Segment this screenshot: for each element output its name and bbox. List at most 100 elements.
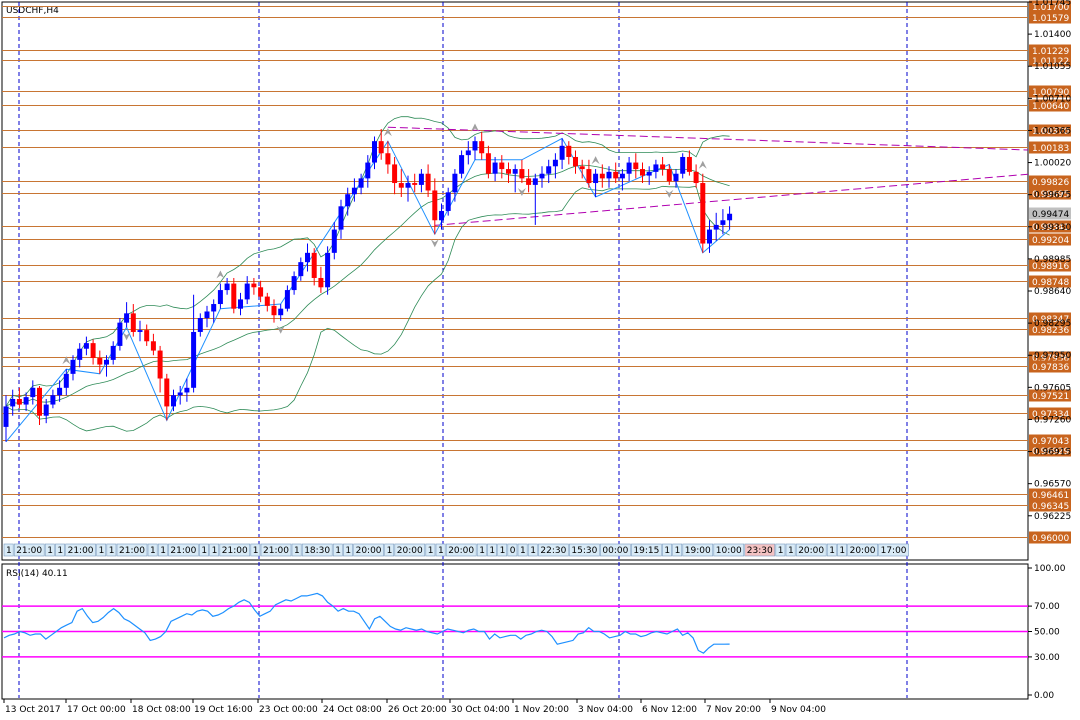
- candle-body: [673, 173, 679, 182]
- level-tag-label: 0.96345: [1032, 502, 1069, 512]
- level-tag-label: 0.99695: [1032, 190, 1069, 200]
- candle-body: [566, 145, 572, 157]
- level-tag-label: 1.01579: [1032, 14, 1069, 24]
- time-tag-label: 21:00: [222, 546, 248, 556]
- level-tag: [1029, 175, 1071, 188]
- time-tag: [682, 543, 714, 557]
- time-tag: [209, 543, 220, 557]
- time-tag-label: 1: [438, 546, 444, 556]
- level-tag-label: 0.97334: [1032, 410, 1069, 420]
- fractal-up-marker: [471, 123, 479, 132]
- time-tag: [445, 543, 477, 557]
- candle-body: [110, 345, 116, 360]
- time-tag: [291, 543, 302, 557]
- time-tag-label: 1: [160, 546, 166, 556]
- fractal-up-marker: [62, 356, 71, 365]
- candle-body: [432, 190, 438, 221]
- candle-body: [586, 169, 592, 184]
- candle-body: [124, 313, 130, 323]
- candle-body: [666, 169, 672, 182]
- level-tag-label: 1.01229: [1032, 47, 1069, 57]
- candle-body: [150, 341, 156, 351]
- level-tag: [1029, 124, 1071, 137]
- time-tag: [775, 543, 786, 557]
- level-tag: [1029, 531, 1071, 544]
- level-tag: [1029, 233, 1071, 246]
- candle-body: [258, 287, 264, 297]
- time-tag: [116, 543, 148, 557]
- candle-body: [358, 178, 364, 188]
- fractal-up-marker: [216, 270, 225, 279]
- candle-body: [626, 162, 632, 174]
- level-tag-label: 1.00790: [1032, 88, 1069, 98]
- level-tag-label: 0.97936: [1032, 354, 1069, 364]
- time-tag: [44, 543, 55, 557]
- date-tick-label: 17 Oct 00:00: [67, 705, 126, 715]
- level-tag: [1029, 0, 1071, 13]
- time-tag: [394, 543, 426, 557]
- time-tag: [785, 543, 796, 557]
- time-tag-label: 21:00: [263, 546, 289, 556]
- time-tag: [517, 543, 528, 557]
- level-tag: [1029, 275, 1071, 288]
- price-tick-label: 0.97950: [1034, 351, 1071, 361]
- level-tag-label: 0.96461: [1032, 491, 1069, 501]
- time-tag-label: 21:00: [119, 546, 145, 556]
- level-tag-label: 0.98236: [1032, 326, 1069, 336]
- candle-body: [83, 343, 89, 349]
- time-tag-label: 1: [150, 546, 156, 556]
- time-tag: [65, 543, 96, 557]
- level-tag: [1029, 11, 1071, 24]
- time-tag: [487, 543, 497, 557]
- level-tag-label: 1.01700: [1032, 3, 1069, 13]
- candle-body: [264, 296, 270, 306]
- candle-body: [104, 359, 109, 365]
- level-tag-label: 0.96929: [1032, 447, 1069, 457]
- candle-body: [351, 187, 357, 195]
- candle-body: [37, 387, 42, 416]
- candle-body: [77, 348, 83, 360]
- candle-body: [177, 392, 183, 396]
- date-tick-label: 18 Oct 08:00: [132, 705, 191, 715]
- rsi-tick-label: 30.00: [1034, 653, 1060, 663]
- candle-body: [593, 173, 599, 184]
- candle-body: [224, 283, 230, 291]
- candle-body: [231, 283, 237, 309]
- chart-title: USDCHF,H4: [6, 6, 59, 16]
- time-tag-label: 23:30: [747, 546, 773, 556]
- time-tag: [147, 543, 158, 557]
- level-tag-label: 1.00640: [1032, 102, 1069, 112]
- time-tag-label: 19:15: [633, 546, 659, 556]
- price-tick-label: 0.97605: [1034, 383, 1071, 393]
- time-tag-label: 1: [57, 546, 63, 556]
- rsi-tick-label: 100.00: [1034, 564, 1066, 574]
- time-tag-label: 19:00: [685, 546, 711, 556]
- time-tag-label: 1: [489, 546, 495, 556]
- candle-body: [532, 178, 538, 185]
- candle-body: [492, 162, 498, 174]
- time-tag: [497, 543, 508, 557]
- candle-body: [50, 395, 56, 405]
- price-tick-label: 0.98640: [1034, 287, 1071, 297]
- candle-body: [385, 153, 391, 165]
- time-tag-label: 1: [428, 546, 434, 556]
- lower-band-line: [5, 185, 730, 432]
- fractal-down-marker: [517, 188, 526, 197]
- level-tag: [1029, 444, 1071, 457]
- candle-body: [345, 194, 351, 207]
- candle-body: [164, 378, 170, 407]
- candle-body: [130, 313, 136, 332]
- time-tag: [662, 543, 672, 557]
- time-tag-label: 1: [500, 546, 506, 556]
- time-tag: [353, 543, 384, 557]
- candle-body: [97, 358, 103, 365]
- time-tag: [13, 543, 45, 557]
- time-tag: [106, 543, 117, 557]
- candle-body: [552, 159, 558, 167]
- price-tick-label: 1.01055: [1034, 62, 1071, 72]
- rsi-tick-label: 50.00: [1034, 628, 1060, 638]
- level-tag-label: 0.98916: [1032, 262, 1069, 272]
- time-tag: [600, 543, 631, 557]
- candle-body: [686, 156, 692, 172]
- level-tag: [1029, 312, 1071, 325]
